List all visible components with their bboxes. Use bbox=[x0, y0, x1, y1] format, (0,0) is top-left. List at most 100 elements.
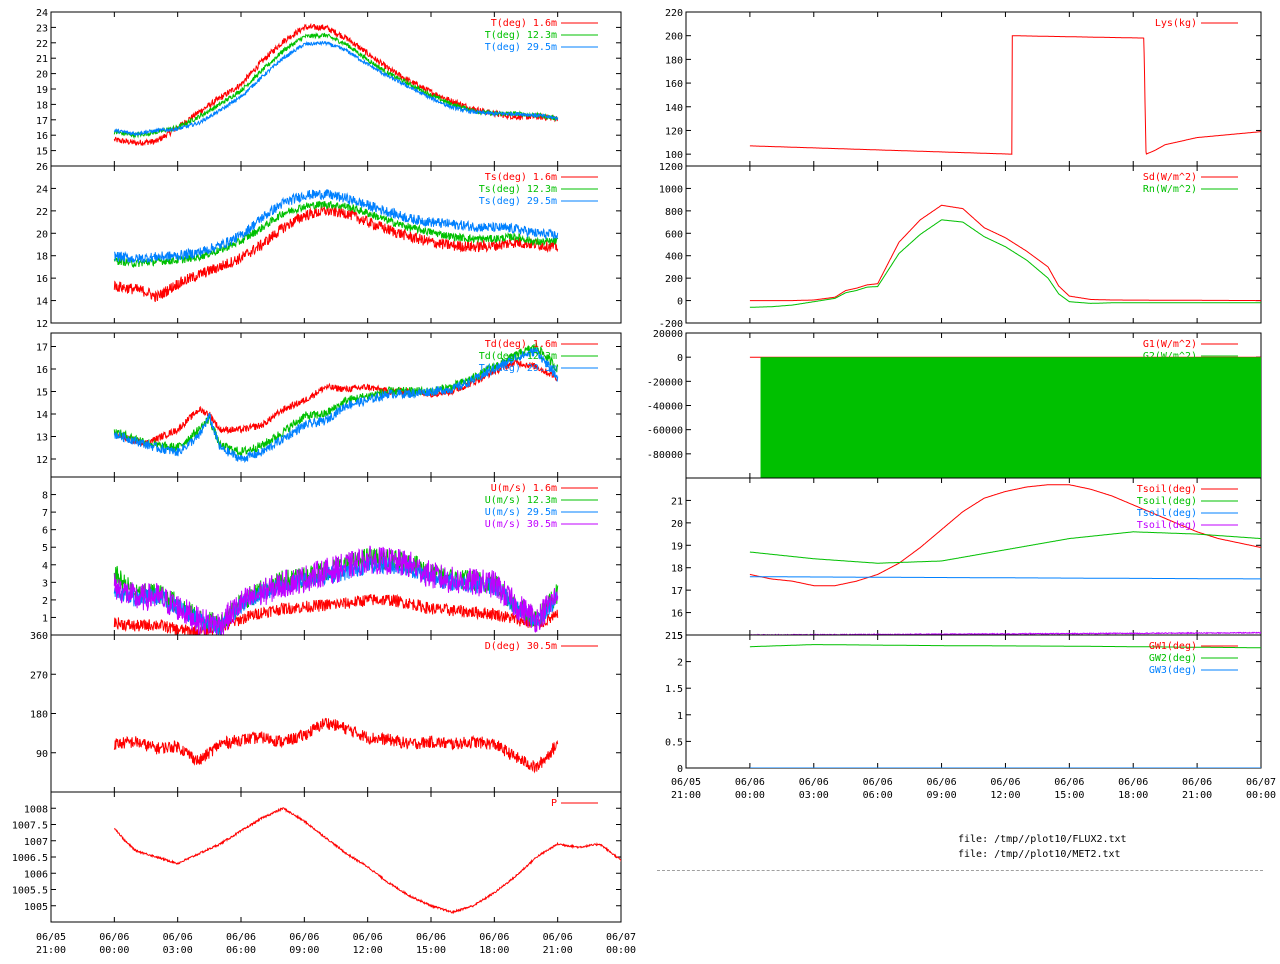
y-tick-label: 180 bbox=[30, 710, 48, 721]
legend-label: T(deg) 1.6m bbox=[491, 18, 557, 29]
plot-area bbox=[749, 644, 1261, 768]
y-tick-label: 18 bbox=[36, 252, 48, 263]
y-tick-label: 6 bbox=[42, 526, 48, 537]
y-tick-label: 5 bbox=[42, 543, 48, 554]
legend-label: Ts(deg) 29.5m bbox=[479, 196, 557, 207]
y-tick-label: 20 bbox=[36, 70, 48, 81]
y-tick-label: 400 bbox=[665, 252, 683, 263]
x-tick-date: 06/05 bbox=[36, 932, 66, 943]
chart-panel-4: 1 2 3 4 5 6 7 8 U(m/s) 1.6mU(m/s) 12.3mU(m/s) 29… bbox=[42, 476, 622, 636]
y-tick-label: 22 bbox=[36, 39, 48, 50]
series-line-1 bbox=[749, 204, 1261, 302]
y-tick-label: 1 bbox=[42, 613, 48, 624]
series-line-1 bbox=[113, 593, 559, 635]
y-tick-label: 16 bbox=[36, 274, 48, 285]
y-tick-label: 20 bbox=[671, 519, 683, 530]
x-tick-date: 06/06 bbox=[990, 777, 1020, 788]
y-tick-label: 24 bbox=[36, 184, 48, 195]
x-tick-time: 18:00 bbox=[1118, 790, 1148, 801]
y-tick-label: 18 bbox=[671, 564, 683, 575]
x-tick-date: 06/06 bbox=[226, 932, 256, 943]
y-tick-label: 15 bbox=[36, 388, 48, 399]
y-tick-label: 800 bbox=[665, 207, 683, 218]
x-tick-date: 06/06 bbox=[479, 932, 509, 943]
y-tick-label: 20 bbox=[36, 229, 48, 240]
y-tick-label: 13 bbox=[36, 433, 48, 444]
legend-label: G1(W/m^2) bbox=[1143, 339, 1197, 350]
y-tick-label: 14 bbox=[36, 410, 48, 421]
x-tick-date: 06/06 bbox=[1182, 777, 1212, 788]
legend-label: D(deg) 30.5m bbox=[485, 641, 557, 652]
y-tick-label: 160 bbox=[665, 79, 683, 90]
legend-label: Td(deg) 12.3m bbox=[479, 351, 557, 362]
dashed-divider bbox=[657, 870, 1263, 871]
legend-label: Ts(deg) 12.3m bbox=[479, 184, 557, 195]
legend-label: Lys(kg) bbox=[1155, 18, 1197, 29]
x-tick-time: 12:00 bbox=[353, 945, 383, 956]
y-tick-label: 1000 bbox=[659, 184, 683, 195]
y-tick-label: 17 bbox=[36, 116, 48, 127]
y-tick-label: -200 bbox=[659, 319, 683, 330]
x-tick-time: 09:00 bbox=[927, 790, 957, 801]
plot-area bbox=[749, 204, 1261, 308]
panel-frame bbox=[685, 165, 1262, 324]
x-tick-date: 06/06 bbox=[289, 932, 319, 943]
chart-panel-9: -80000 -60000 -40000 -20000 0 20000 G1(W/m^2)G… bbox=[647, 329, 1262, 479]
y-tick-label: 16 bbox=[671, 609, 683, 620]
series-line-1 bbox=[113, 205, 559, 302]
series-line-2 bbox=[749, 644, 1261, 649]
x-tick-time: 06:00 bbox=[226, 945, 256, 956]
plot-area bbox=[113, 545, 559, 635]
x-tick-time: 00:00 bbox=[1246, 790, 1276, 801]
y-tick-label: 16 bbox=[36, 131, 48, 142]
y-tick-label: 23 bbox=[36, 23, 48, 34]
y-tick-label: 270 bbox=[30, 670, 48, 681]
x-tick-time: 18:00 bbox=[479, 945, 509, 956]
y-tick-label: 15 bbox=[36, 147, 48, 158]
y-tick-label: 600 bbox=[665, 229, 683, 240]
legend-label: GW3(deg) bbox=[1149, 665, 1197, 676]
y-tick-label: 1 bbox=[677, 711, 683, 722]
legend-label: Ts(deg) 1.6m bbox=[485, 172, 557, 183]
y-tick-label: 1006 bbox=[24, 869, 48, 880]
y-tick-label: 12 bbox=[36, 455, 48, 466]
legend-label: U(m/s) 12.3m bbox=[485, 495, 557, 506]
y-tick-label: -80000 bbox=[647, 450, 683, 461]
chart-panel-5: 90 180 270 360 D(deg) 30.5m bbox=[30, 631, 622, 793]
series-line-2 bbox=[113, 32, 559, 140]
x-tick-date: 06/06 bbox=[416, 932, 446, 943]
plot-area bbox=[113, 22, 559, 147]
series-line-1 bbox=[114, 807, 621, 915]
y-tick-label: 20000 bbox=[653, 329, 683, 340]
chart-panel-8: -200 0 200 400 600 800 1000 1200 Sd(W/m^2)Rn(W/m… bbox=[659, 162, 1262, 330]
chart-panel-1: 15 16 17 18 19 20 21 22 23 24 T(deg) 1.6mT(deg) 12… bbox=[36, 8, 622, 167]
legend-label: Tsoil(deg) bbox=[1137, 508, 1197, 519]
x-tick-time: 03:00 bbox=[163, 945, 193, 956]
y-tick-label: 1007.5 bbox=[12, 821, 48, 832]
y-tick-label: 1006.5 bbox=[12, 853, 48, 864]
plot-area bbox=[749, 35, 1261, 155]
x-tick-date: 06/06 bbox=[927, 777, 957, 788]
y-tick-label: 7 bbox=[42, 508, 48, 519]
x-tick-date: 06/07 bbox=[1246, 777, 1276, 788]
x-tick-time: 12:00 bbox=[990, 790, 1020, 801]
legend-label: GW2(deg) bbox=[1149, 653, 1197, 664]
series-line-1 bbox=[113, 717, 559, 774]
series-line-1 bbox=[749, 35, 1261, 155]
legend-label: Sd(W/m^2) bbox=[1143, 172, 1197, 183]
x-tick-date: 06/06 bbox=[1118, 777, 1148, 788]
plot-area bbox=[113, 717, 559, 774]
chart-panel-6: 1005 1005.5 1006 1006.5 1007 1007.5 1008 P bbox=[12, 791, 622, 923]
y-tick-label: 2.5 bbox=[665, 631, 683, 642]
y-tick-label: 26 bbox=[36, 162, 48, 173]
y-tick-label: -40000 bbox=[647, 402, 683, 413]
y-tick-label: 14 bbox=[36, 297, 48, 308]
y-tick-label: 19 bbox=[36, 85, 48, 96]
series-line-4 bbox=[113, 545, 559, 635]
y-tick-label: 360 bbox=[30, 631, 48, 642]
plot-area bbox=[749, 356, 1261, 478]
series-line-2 bbox=[749, 219, 1261, 308]
